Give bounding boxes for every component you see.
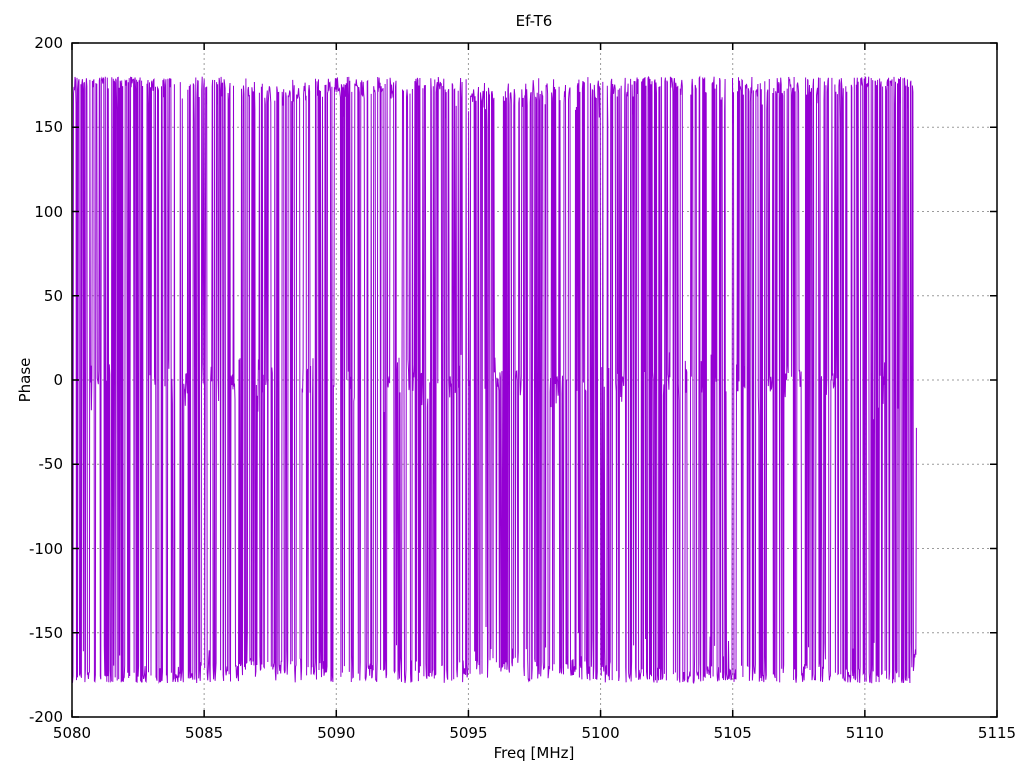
y-tick-label: -50 — [38, 455, 64, 474]
y-tick-label: 100 — [34, 202, 63, 221]
chart-title: Ef-T6 — [515, 12, 553, 30]
x-tick-label: 5080 — [52, 724, 92, 742]
x-tick-label: 5095 — [449, 724, 488, 742]
y-tick-label: -100 — [28, 539, 63, 558]
y-tick-label: -150 — [28, 623, 63, 642]
y-tick-label: 0 — [53, 371, 63, 389]
x-tick-label: 5110 — [845, 724, 884, 742]
y-tick-label: 200 — [34, 34, 63, 52]
x-tick-label: 5115 — [977, 724, 1017, 742]
phase-trace — [71, 75, 917, 685]
y-tick-label: 50 — [43, 286, 63, 305]
x-tick-label: 5100 — [581, 724, 620, 742]
y-tick-label: -200 — [28, 708, 63, 726]
x-axis-label: Freq [MHz] — [493, 744, 575, 762]
x-tick-label: 5085 — [185, 724, 224, 742]
x-tick-label: 5090 — [317, 724, 356, 742]
x-tick-label: 5105 — [713, 724, 752, 742]
y-tick-label: 150 — [34, 118, 63, 137]
